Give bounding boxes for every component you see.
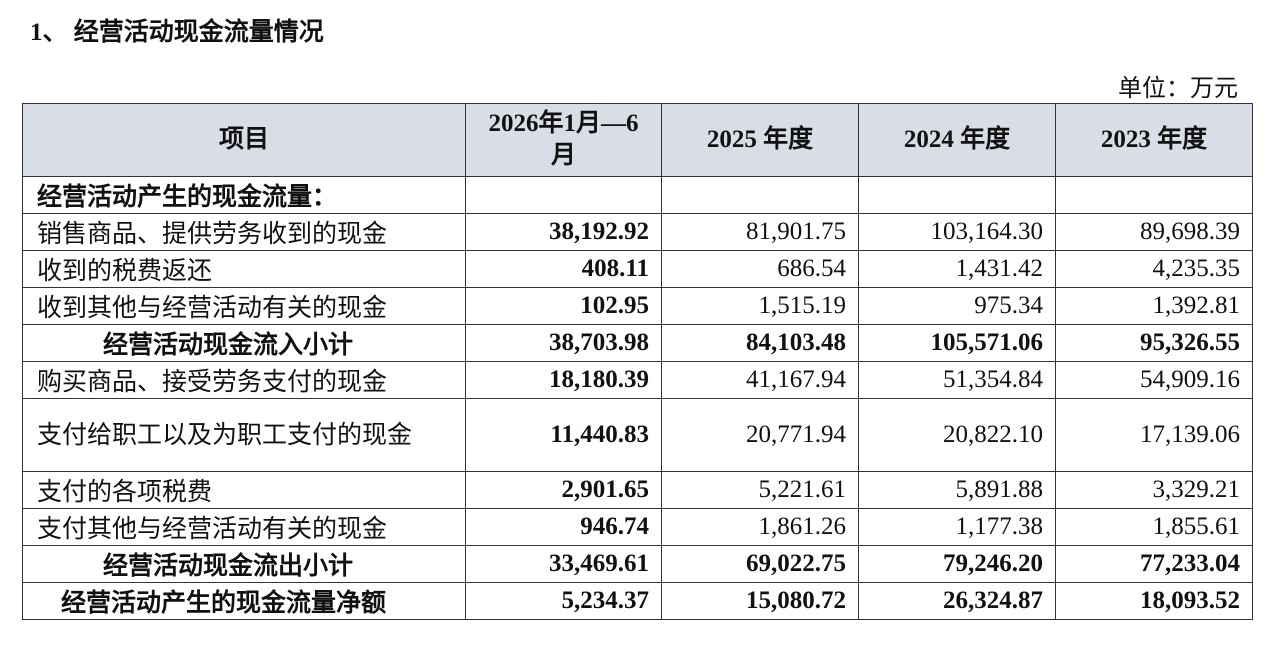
value-cell: 26,324.87 xyxy=(858,582,1056,620)
value-cell: 20,822.10 xyxy=(858,398,1056,472)
row-label: 收到其他与经营活动有关的现金 xyxy=(22,287,466,325)
table-row: 经营活动现金流出小计 33,469.61 69,022.75 79,246.20 77,… xyxy=(22,545,1253,583)
header-cell: 2025 年度 xyxy=(661,103,859,177)
table-row: 收到的税费返还 408.11 686.54 1,431.42 4,235.35 xyxy=(22,250,1253,288)
row-label: 经营活动现金流入小计 xyxy=(22,324,466,362)
section-title: 1、 经营活动现金流量情况 xyxy=(30,19,324,46)
row-label: 支付的各项税费 xyxy=(22,471,466,509)
value-cell: 5,891.88 xyxy=(858,471,1056,509)
value-cell: 1,515.19 xyxy=(661,287,859,325)
value-cell: 41,167.94 xyxy=(661,361,859,399)
value-cell: 1,855.61 xyxy=(1055,508,1253,546)
value-cell: 95,326.55 xyxy=(1055,324,1253,362)
row-label: 支付其他与经营活动有关的现金 xyxy=(22,508,466,546)
value-cell: 975.34 xyxy=(858,287,1056,325)
value-cell: 38,703.98 xyxy=(465,324,662,362)
value-cell: 54,909.16 xyxy=(1055,361,1253,399)
value-cell: 1,392.81 xyxy=(1055,287,1253,325)
value-cell: 102.95 xyxy=(465,287,662,325)
table-row: 购买商品、接受劳务支付的现金 18,180.39 41,167.94 51,354.8… xyxy=(22,361,1253,399)
value-cell xyxy=(661,176,859,214)
value-cell: 1,177.38 xyxy=(858,508,1056,546)
value-cell: 5,234.37 xyxy=(465,582,662,620)
header-cell: 2026年1月—6月 xyxy=(465,103,662,177)
value-cell: 77,233.04 xyxy=(1055,545,1253,583)
value-cell xyxy=(1055,176,1253,214)
value-cell xyxy=(465,176,662,214)
value-cell: 18,180.39 xyxy=(465,361,662,399)
value-cell: 1,861.26 xyxy=(661,508,859,546)
value-cell: 15,080.72 xyxy=(661,582,859,620)
table-row: 支付给职工以及为职工支付的现金 11,440.83 20,771.94 20,822.… xyxy=(22,398,1253,472)
header-row: 项目 2026年1月—6月 2025 年度 2024 年度 2023 年度 xyxy=(22,103,1253,177)
table-row: 销售商品、提供劳务收到的现金 38,192.92 81,901.75 103,164.… xyxy=(22,213,1253,251)
header-cell: 项目 xyxy=(22,103,466,177)
table-row: 支付的各项税费 2,901.65 5,221.61 5,891.88 3,329.21 xyxy=(22,471,1253,509)
value-cell: 408.11 xyxy=(465,250,662,288)
table-row: 经营活动产生的现金流量净额 5,234.37 15,080.72 26,324.87 1… xyxy=(22,582,1253,620)
value-cell: 38,192.92 xyxy=(465,213,662,251)
value-cell: 103,164.30 xyxy=(858,213,1056,251)
row-label: 购买商品、接受劳务支付的现金 xyxy=(22,361,466,399)
value-cell: 11,440.83 xyxy=(465,398,662,472)
value-cell: 89,698.39 xyxy=(1055,213,1253,251)
value-cell: 4,235.35 xyxy=(1055,250,1253,288)
value-cell: 79,246.20 xyxy=(858,545,1056,583)
value-cell: 686.54 xyxy=(661,250,859,288)
value-cell: 51,354.84 xyxy=(858,361,1056,399)
table-body: 经营活动产生的现金流量： 销售商品、提供劳务收到的现金 38,192.92 81,90… xyxy=(22,176,1253,620)
value-cell: 2,901.65 xyxy=(465,471,662,509)
row-label: 收到的税费返还 xyxy=(22,250,466,288)
value-cell xyxy=(858,176,1056,214)
value-cell: 1,431.42 xyxy=(858,250,1056,288)
value-cell: 5,221.61 xyxy=(661,471,859,509)
unit-label: 单位：万元 xyxy=(1118,76,1238,102)
row-label: 支付给职工以及为职工支付的现金 xyxy=(22,398,466,472)
row-label: 销售商品、提供劳务收到的现金 xyxy=(22,213,466,251)
header-cell: 2023 年度 xyxy=(1055,103,1253,177)
value-cell: 17,139.06 xyxy=(1055,398,1253,472)
table-row: 经营活动产生的现金流量： xyxy=(22,176,1253,214)
table-row: 经营活动现金流入小计 38,703.98 84,103.48 105,571.06 95… xyxy=(22,324,1253,362)
table-row: 支付其他与经营活动有关的现金 946.74 1,861.26 1,177.38 1,85… xyxy=(22,508,1253,546)
value-cell: 3,329.21 xyxy=(1055,471,1253,509)
value-cell: 84,103.48 xyxy=(661,324,859,362)
value-cell: 105,571.06 xyxy=(858,324,1056,362)
value-cell: 33,469.61 xyxy=(465,545,662,583)
table-row: 收到其他与经营活动有关的现金 102.95 1,515.19 975.34 1,392.… xyxy=(22,287,1253,325)
row-label: 经营活动产生的现金流量净额 xyxy=(22,582,466,620)
value-cell: 20,771.94 xyxy=(661,398,859,472)
value-cell: 81,901.75 xyxy=(661,213,859,251)
cash-flow-table: 项目 2026年1月—6月 2025 年度 2024 年度 2023 年度 经营… xyxy=(22,103,1253,620)
value-cell: 69,022.75 xyxy=(661,545,859,583)
value-cell: 946.74 xyxy=(465,508,662,546)
header-cell: 2024 年度 xyxy=(858,103,1056,177)
value-cell: 18,093.52 xyxy=(1055,582,1253,620)
row-label: 经营活动产生的现金流量： xyxy=(22,176,466,214)
row-label: 经营活动现金流出小计 xyxy=(22,545,466,583)
